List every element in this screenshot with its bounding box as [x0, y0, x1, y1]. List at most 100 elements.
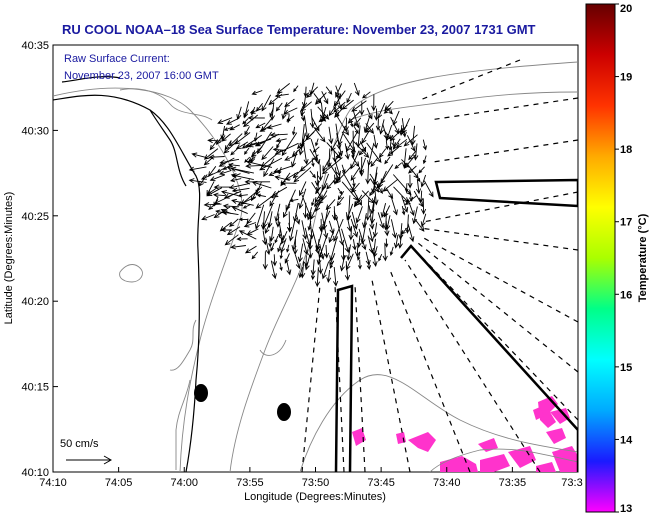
current-arrow — [243, 109, 250, 118]
current-arrow — [302, 138, 309, 165]
current-arrow — [354, 190, 369, 207]
current-arrow — [406, 135, 416, 152]
current-arrow — [355, 125, 362, 149]
contour-line — [299, 374, 578, 472]
current-arrow — [369, 188, 375, 197]
current-arrow — [337, 191, 345, 201]
current-arrow — [275, 138, 287, 143]
current-arrow — [234, 132, 251, 145]
current-arrow — [291, 126, 296, 136]
current-arrow — [291, 146, 303, 157]
x-tick-label: 73:45 — [367, 477, 395, 489]
current-arrow — [383, 205, 391, 218]
x-axis-label: Longitude (Degrees:Minutes) — [244, 491, 386, 503]
current-arrow — [346, 244, 352, 261]
current-arrow — [348, 226, 354, 241]
current-arrow — [334, 107, 344, 118]
current-arrow — [330, 138, 339, 152]
current-arrow — [293, 166, 312, 183]
current-arrow — [384, 156, 391, 165]
plot-frame — [52, 44, 579, 473]
current-arrow — [321, 157, 343, 175]
current-arrow — [219, 170, 232, 176]
radial-dashed-lines — [301, 59, 578, 472]
current-arrow — [361, 91, 371, 99]
current-arrow — [203, 202, 222, 208]
current-arrow — [304, 254, 311, 271]
current-arrow — [208, 154, 225, 160]
current-arrow — [378, 254, 383, 262]
current-arrow — [300, 111, 306, 122]
current-arrow — [366, 259, 372, 271]
current-arrow — [353, 82, 360, 97]
current-arrow — [212, 192, 226, 198]
current-arrow — [384, 238, 389, 248]
current-arrow — [246, 160, 273, 168]
current-arrow — [230, 148, 239, 156]
current-arrow — [242, 204, 251, 209]
current-arrow — [333, 218, 344, 242]
current-arrow — [333, 90, 346, 107]
current-arrow — [224, 234, 239, 246]
current-arrow — [314, 182, 328, 203]
current-arrow — [317, 258, 323, 275]
current-arrow — [318, 115, 328, 123]
current-arrow — [368, 205, 375, 230]
current-arrow — [418, 166, 425, 174]
current-arrow — [336, 150, 342, 160]
current-arrow — [333, 267, 339, 287]
current-arrow — [286, 115, 295, 122]
current-arrow — [284, 98, 295, 108]
current-arrow — [385, 140, 389, 151]
dashed-line — [432, 139, 578, 163]
scale-arrow — [66, 455, 113, 465]
current-arrow — [315, 138, 319, 147]
current-arrow — [277, 242, 282, 253]
colorbar-tick-label: 14 — [620, 434, 633, 446]
current-arrow — [378, 170, 387, 189]
current-arrow — [387, 146, 400, 157]
dashed-line — [371, 279, 411, 472]
current-arrow — [326, 180, 335, 190]
colorbar-tick-label: 19 — [620, 72, 632, 84]
current-arrow — [404, 195, 417, 206]
current-arrow — [255, 122, 266, 129]
current-arrow — [251, 180, 272, 189]
current-arrow — [336, 115, 349, 136]
current-arrow — [213, 195, 232, 204]
current-arrow — [370, 158, 378, 168]
contour-line — [175, 379, 191, 470]
current-arrow — [263, 158, 275, 178]
current-arrow — [238, 217, 248, 222]
current-arrow — [355, 206, 363, 224]
current-arrow — [300, 101, 312, 112]
x-axis-ticks: 74:10 74:05 74:00 73:55 73:50 73:45 73:40 73:35… — [39, 467, 583, 489]
current-arrow — [307, 220, 312, 231]
current-arrow — [353, 117, 362, 127]
current-arrow — [285, 258, 292, 276]
current-arrow — [415, 174, 421, 183]
current-arrow — [271, 186, 288, 197]
current-arrow — [268, 170, 281, 176]
current-arrow — [280, 180, 297, 186]
current-arrow — [251, 251, 259, 260]
current-arrow — [314, 92, 327, 105]
current-arrow — [353, 141, 370, 159]
current-arrow — [231, 187, 250, 193]
current-arrow — [307, 245, 313, 259]
colorbar-tick-label: 18 — [620, 144, 632, 156]
current-arrow — [375, 118, 381, 131]
x-tick-label: 73:50 — [302, 477, 330, 489]
current-arrow — [369, 196, 376, 225]
current-arrow — [389, 246, 394, 256]
sst-patch — [533, 407, 544, 420]
current-arrow — [394, 162, 403, 169]
y-tick-label: 40:35 — [21, 40, 49, 52]
current-arrow — [299, 181, 307, 197]
current-arrow — [188, 166, 207, 172]
current-arrow — [241, 134, 262, 149]
current-arrow — [347, 110, 361, 124]
current-arrow — [422, 155, 427, 165]
current-arrow — [255, 195, 274, 209]
current-arrow — [368, 228, 375, 243]
